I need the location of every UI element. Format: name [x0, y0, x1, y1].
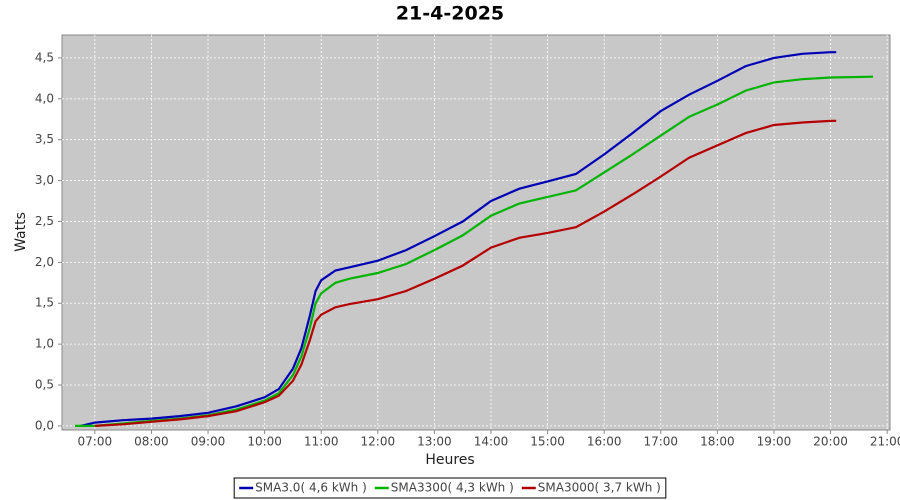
x-tick-label: 09:00 — [191, 435, 226, 449]
y-axis-title: Watts — [13, 212, 29, 252]
x-tick-label: 12:00 — [361, 435, 396, 449]
x-tick-label: 13:00 — [417, 435, 452, 449]
x-tick-label: 08:00 — [134, 435, 169, 449]
y-tick-label: 1,0 — [35, 337, 54, 351]
y-tick-label: 1,5 — [35, 296, 54, 310]
y-tick-label: 4,5 — [35, 50, 54, 64]
x-tick-label: 16:00 — [587, 435, 622, 449]
legend-label: SMA3.0( 4,6 kWh ) — [255, 481, 367, 495]
y-tick-label: 0,0 — [35, 418, 54, 432]
legend-label: SMA3300( 4,3 kWh ) — [391, 481, 514, 495]
x-tick-label: 07:00 — [78, 435, 113, 449]
series-line — [80, 51, 837, 427]
y-tick-label: 3,0 — [35, 173, 54, 187]
x-tick-label: 10:00 — [247, 435, 282, 449]
x-tick-label: 18:00 — [700, 435, 735, 449]
x-tick-label: 14:00 — [474, 435, 509, 449]
y-tick-label: 2,0 — [35, 255, 54, 269]
x-tick-label: 19:00 — [757, 435, 792, 449]
y-tick-label: 3,5 — [35, 132, 54, 146]
x-tick-label: 11:00 — [304, 435, 339, 449]
y-tick-label: 0,5 — [35, 378, 54, 392]
x-tick-label: 15:00 — [530, 435, 565, 449]
x-tick-label: 17:00 — [643, 435, 678, 449]
legend-label: SMA3000( 3,7 kWh ) — [538, 481, 661, 495]
x-tick-label: 21:00 — [870, 435, 900, 449]
series-line — [75, 75, 874, 427]
x-tick-label: 20:00 — [813, 435, 848, 449]
y-tick-label: 4,0 — [35, 91, 54, 105]
y-tick-label: 2,5 — [35, 214, 54, 228]
series-line — [94, 119, 837, 427]
legend — [233, 477, 667, 499]
x-axis-title: Heures — [425, 452, 474, 468]
plot-area — [61, 34, 891, 431]
chart-title: 21-4-2025 — [396, 3, 504, 25]
